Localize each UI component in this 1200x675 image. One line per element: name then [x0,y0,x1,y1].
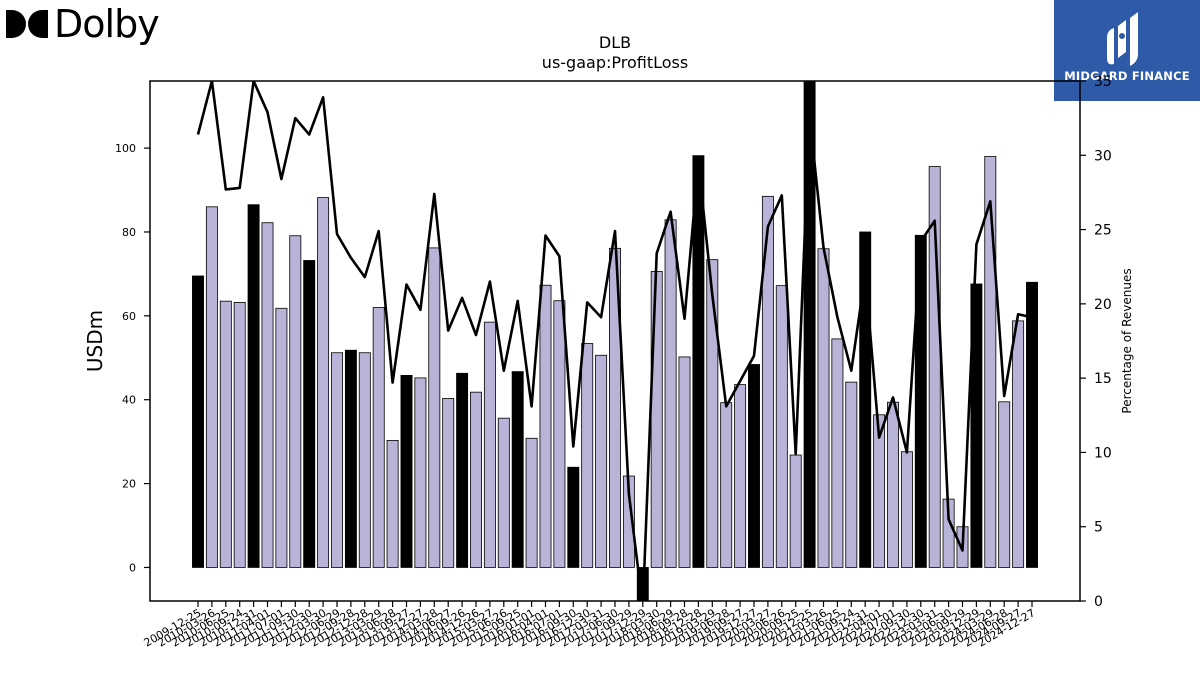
bar [1026,281,1038,568]
bar [664,219,677,568]
chart-title: DLB [599,33,631,52]
bar [442,398,455,568]
bar [275,307,288,568]
y-axis-right-label: Percentage of Revenues [1120,268,1134,413]
bar [720,402,733,568]
bar [998,401,1011,568]
y-axis-label: USDm [83,310,107,372]
bar [581,343,594,568]
bar [511,371,524,568]
bar [914,234,927,568]
bar [414,377,427,568]
y-right-tick-label: 0 [1094,594,1103,610]
bar [900,451,913,568]
bar [887,401,899,568]
bar [192,275,204,568]
plot-frame [149,80,1081,602]
bar [970,283,983,568]
bar [650,270,663,568]
midgard-m-icon [1107,12,1138,66]
axes-group: 020406080100051015202530352009-12-252010… [115,74,1112,650]
bar [775,285,788,568]
y-right-tick-label: 30 [1094,148,1112,164]
bar [706,259,719,568]
dolby-double-d-icon [6,10,48,38]
bar [678,356,691,568]
bar [456,372,469,568]
y-right-tick-label: 10 [1094,445,1112,461]
bar [497,417,510,568]
bar [261,222,274,568]
bar [219,300,232,568]
bar [233,302,246,568]
chart-subtitle: us-gaap:ProfitLoss [542,53,688,72]
series-line [196,81,1033,601]
bar [692,155,705,568]
y-tick-label: 0 [129,561,136,574]
bar [734,384,747,568]
bar [344,349,357,568]
bar [567,466,580,568]
y-tick-label: 100 [115,142,136,155]
bar [817,248,830,568]
y-tick-label: 40 [122,394,136,407]
bar [400,374,413,568]
bar [761,195,774,568]
line-group [196,81,1033,601]
bar [595,354,608,568]
bar [358,352,371,568]
bar [483,321,496,568]
bar [553,300,566,568]
bar [1012,320,1025,568]
bar [539,284,552,568]
y-right-tick-label: 5 [1094,520,1103,536]
bar [303,260,316,568]
bar [789,454,802,568]
y-right-tick-label: 25 [1094,223,1112,239]
y-right-tick-label: 15 [1094,371,1112,387]
bar [984,156,997,568]
bar [748,364,760,568]
bar [428,247,441,568]
bar [470,391,482,568]
bar [372,307,385,568]
bar [331,352,343,568]
bar [247,204,260,568]
y-right-tick-label: 20 [1094,297,1112,313]
midgard-finance-badge: MIDGARD FINANCE [1054,0,1200,101]
y-tick-label: 20 [122,478,136,491]
dolby-logo-text: Dolby [54,2,160,46]
y-tick-label: 60 [122,310,136,323]
bars-group [192,80,1038,602]
bar [289,235,302,568]
bar [205,206,218,568]
bar [831,338,844,568]
bar [873,414,886,568]
badge-text: MIDGARD FINANCE [1064,69,1190,83]
bar [386,439,399,568]
bar [317,197,330,568]
y-tick-label: 80 [122,226,136,239]
dolby-logo: Dolby [4,2,160,46]
y-right-tick-label: 35 [1094,74,1112,90]
bar [525,437,538,568]
bar [845,381,858,568]
bar [859,231,872,568]
